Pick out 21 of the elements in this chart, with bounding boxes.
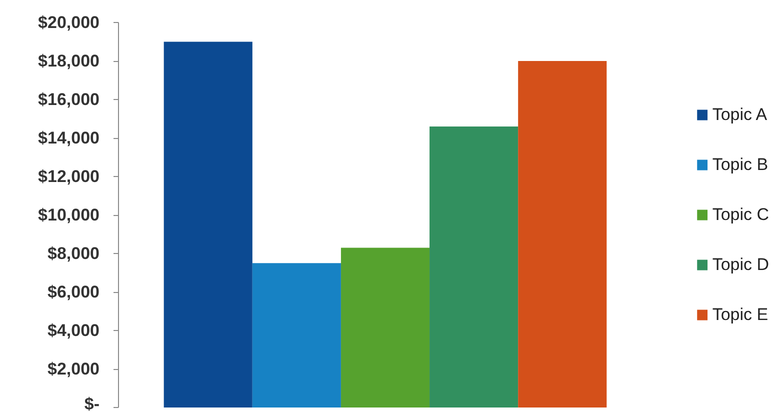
bar: [340, 248, 430, 408]
y-tick-label: $2,000: [48, 360, 100, 378]
y-tick-label: $18,000: [38, 52, 100, 70]
bar: [164, 42, 252, 408]
y-tick-label: $14,000: [38, 128, 100, 148]
legend-label: Topic A: [712, 104, 768, 124]
y-tick-label: $-: [84, 394, 100, 413]
bar: [252, 263, 341, 408]
legend-label: Topic D: [712, 254, 769, 274]
legend-label: Topic C: [712, 204, 769, 224]
legend-label: Topic E: [712, 304, 768, 324]
y-tick-label: $10,000: [38, 206, 100, 224]
legend-label: Topic B: [712, 154, 768, 174]
y-tick-label: $16,000: [38, 90, 100, 109]
bar: [430, 126, 518, 408]
bar: [518, 61, 607, 408]
y-tick-label: $6,000: [48, 282, 100, 302]
y-tick-label: $20,000: [38, 13, 100, 32]
y-tick-label: $8,000: [48, 244, 100, 263]
y-tick-label: $4,000: [48, 321, 100, 340]
y-tick-label: $12,000: [38, 167, 100, 186]
